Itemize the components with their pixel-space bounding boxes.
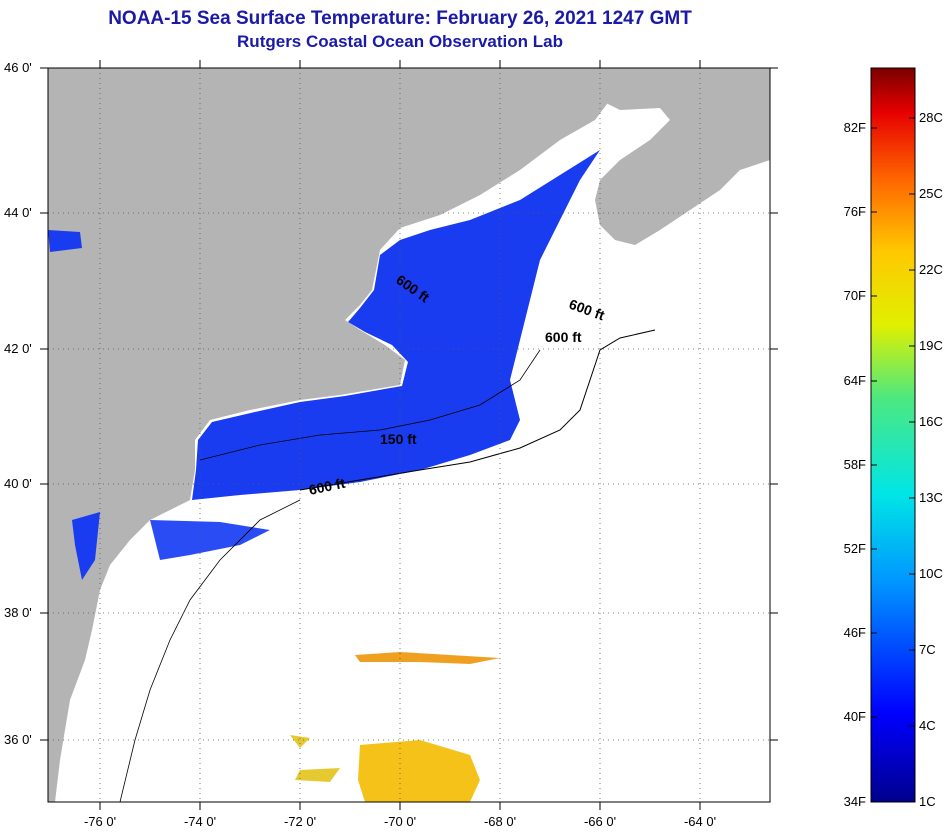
map-title: NOAA-15 Sea Surface Temperature: Februar…: [108, 8, 692, 29]
contour-label: 600 ft: [545, 329, 582, 345]
contour-coast-south: [119, 499, 301, 802]
colorbar-c-label: 10C: [919, 566, 943, 581]
colorbar-c-label: 1C: [919, 794, 936, 809]
map-subtitle: Rutgers Coastal Ocean Observation Lab: [237, 32, 563, 51]
lat-label: 42 0': [4, 341, 32, 356]
lat-label: 46 0': [4, 60, 32, 75]
colorbar: [870, 67, 916, 803]
colorbar-c-label: 13C: [919, 490, 943, 505]
colorbar-c-label: 7C: [919, 642, 936, 657]
colorbar-ticks: [871, 117, 915, 727]
map-frame: [47, 67, 771, 803]
contour-label: 150 ft: [380, 431, 417, 447]
colorbar-f-label: 52F: [844, 541, 866, 556]
colorbar-f-label: 76F: [844, 204, 866, 219]
warm-patch-band: [355, 652, 500, 664]
warm-patch-south: [358, 740, 480, 802]
colorbar-c-label: 16C: [919, 414, 943, 429]
colorbar-f-label: 58F: [844, 457, 866, 472]
graticule: [48, 68, 770, 802]
lat-label: 40 0': [4, 476, 32, 491]
colorbar-c-label: 19C: [919, 338, 943, 353]
nova-scotia: [595, 68, 770, 245]
cold-water-lake: [48, 230, 82, 252]
colorbar-c-label: 28C: [919, 110, 943, 125]
axis-ticks: [40, 60, 778, 810]
lat-label: 36 0': [4, 732, 32, 747]
colorbar-f-label: 70F: [844, 288, 866, 303]
colorbar-f-label: 34F: [844, 794, 866, 809]
lon-label: -74 0': [184, 814, 216, 829]
colorbar-f-label: 64F: [844, 373, 866, 388]
lon-label: -64 0': [684, 814, 716, 829]
contour-150ft: [199, 349, 541, 461]
us-mainland: [48, 68, 610, 802]
lat-label: 38 0': [4, 605, 32, 620]
lat-label: 44 0': [4, 205, 32, 220]
lon-label: -72 0': [284, 814, 316, 829]
warm-patch-west: [290, 735, 340, 782]
colorbar-c-label: 22C: [919, 262, 943, 277]
cold-water-plume: [192, 125, 605, 500]
colorbar-c-label: 25C: [919, 186, 943, 201]
cold-water-nj-coast: [150, 520, 270, 560]
contour-label: 600 ft: [307, 475, 346, 498]
lon-label: -66 0': [584, 814, 616, 829]
lon-label: -68 0': [484, 814, 516, 829]
colorbar-f-label: 40F: [844, 709, 866, 724]
colorbar-c-label: 4C: [919, 718, 936, 733]
colorbar-f-label: 82F: [844, 120, 866, 135]
chesapeake-bay: [72, 512, 100, 580]
lon-label: -70 0': [384, 814, 416, 829]
colorbar-f-label: 46F: [844, 625, 866, 640]
lon-label: -76 0': [84, 814, 116, 829]
